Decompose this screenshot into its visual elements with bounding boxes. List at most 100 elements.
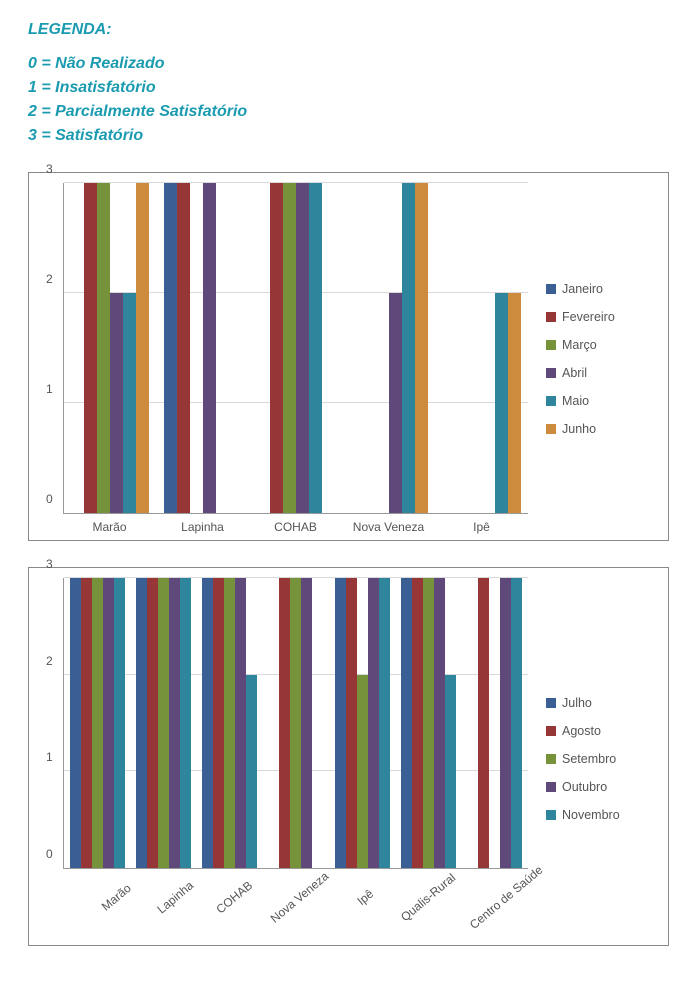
legend-swatch: [546, 754, 556, 764]
bar: [177, 183, 190, 513]
legend-swatch: [546, 810, 556, 820]
bar: [511, 578, 522, 868]
bar-group: [197, 578, 263, 868]
legend-label: Novembro: [562, 808, 620, 822]
legend-label: Março: [562, 338, 597, 352]
legend-swatch: [546, 698, 556, 708]
legend-item: Julho: [546, 696, 656, 710]
bar-group: [157, 183, 250, 513]
legend-line-1: 1 = Insatisfatório: [28, 79, 156, 96]
bar: [235, 578, 246, 868]
bar: [70, 578, 81, 868]
bar: [423, 578, 434, 868]
bar: [270, 183, 283, 513]
bar: [213, 578, 224, 868]
bar: [283, 183, 296, 513]
bar: [415, 183, 428, 513]
bar: [368, 578, 379, 868]
y-tick-label: 2: [46, 654, 53, 668]
bar: [136, 578, 147, 868]
bar: [97, 183, 110, 513]
y-tick-label: 0: [46, 492, 53, 506]
y-tick-label: 1: [46, 750, 53, 764]
bar: [296, 183, 309, 513]
legend-title: LEGENDA:: [28, 18, 669, 42]
bar-group: [64, 183, 157, 513]
legend-item: Novembro: [546, 808, 656, 822]
bar: [279, 578, 290, 868]
legend-block: LEGENDA: 0 = Não Realizado 1 = Insatisfa…: [28, 18, 669, 148]
bar: [114, 578, 125, 868]
y-tick-label: 1: [46, 382, 53, 396]
legend-item: Outubro: [546, 780, 656, 794]
legend-swatch: [546, 726, 556, 736]
bar: [136, 183, 149, 513]
legend-swatch: [546, 782, 556, 792]
bar: [495, 293, 508, 513]
bar: [203, 183, 216, 513]
legend-item: Junho: [546, 422, 656, 436]
legend-label: Abril: [562, 366, 587, 380]
legend-swatch: [546, 424, 556, 434]
legend-swatch: [546, 368, 556, 378]
bar: [158, 578, 169, 868]
y-tick-label: 3: [46, 557, 53, 571]
bar: [180, 578, 191, 868]
legend-label: Agosto: [562, 724, 601, 738]
bar: [402, 183, 415, 513]
x-label: COHAB: [249, 514, 342, 534]
y-tick-label: 2: [46, 272, 53, 286]
chart-2: 0123 MarãoLapinhaCOHABNova VenezaIpêQual…: [28, 567, 669, 946]
bar: [401, 578, 412, 868]
y-tick-label: 0: [46, 847, 53, 861]
bar: [103, 578, 114, 868]
legend-label: Fevereiro: [562, 310, 615, 324]
legend-item: Agosto: [546, 724, 656, 738]
bar: [346, 578, 357, 868]
bar: [389, 293, 402, 513]
chart-1-legend: Janeiro Fevereiro Março Abril Maio Junho: [528, 183, 656, 534]
legend-swatch: [546, 284, 556, 294]
legend-item: Setembro: [546, 752, 656, 766]
chart-2-plot: 0123: [63, 578, 528, 869]
bar-group: [250, 183, 343, 513]
legend-label: Julho: [562, 696, 592, 710]
legend-item: Maio: [546, 394, 656, 408]
bar: [309, 183, 322, 513]
legend-label: Setembro: [562, 752, 616, 766]
legend-item: Abril: [546, 366, 656, 380]
legend-label: Outubro: [562, 780, 607, 794]
bar: [357, 675, 368, 868]
bar: [301, 578, 312, 868]
y-tick-label: 3: [46, 162, 53, 176]
bar-group: [462, 578, 528, 868]
legend-swatch: [546, 312, 556, 322]
bar: [169, 578, 180, 868]
bar: [81, 578, 92, 868]
chart-1: 0123 MarãoLapinhaCOHABNova VenezaIpê Jan…: [28, 172, 669, 541]
legend-swatch: [546, 340, 556, 350]
bar: [84, 183, 97, 513]
bar: [147, 578, 158, 868]
bar: [202, 578, 213, 868]
bar: [164, 183, 177, 513]
x-label: Marão: [63, 514, 156, 534]
legend-item: Fevereiro: [546, 310, 656, 324]
bar: [478, 578, 489, 868]
bar: [290, 578, 301, 868]
legend-swatch: [546, 396, 556, 406]
chart-2-x-labels: MarãoLapinhaCOHABNova VenezaIpêQualis-Ru…: [63, 869, 528, 939]
legend-label: Junho: [562, 422, 596, 436]
bar: [379, 578, 390, 868]
bar: [445, 675, 456, 868]
bar: [335, 578, 346, 868]
bar: [110, 293, 123, 513]
bar: [246, 675, 257, 868]
legend-item: Janeiro: [546, 282, 656, 296]
legend-item: Março: [546, 338, 656, 352]
bar: [412, 578, 423, 868]
x-label: Nova Veneza: [342, 514, 435, 534]
x-label: Lapinha: [156, 514, 249, 534]
bar-group: [435, 183, 528, 513]
bar: [434, 578, 445, 868]
